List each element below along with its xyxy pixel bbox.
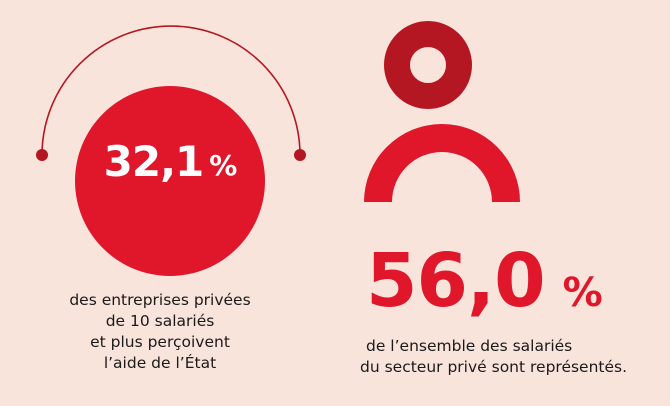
left-caption-line: des entreprises privées [69, 291, 251, 309]
left-caption-line: l’aide de l’État [103, 354, 217, 372]
left-stat-value: 32,1 % [75, 86, 265, 236]
right-stat-caption: de l’ensemble des salariés du secteur pr… [360, 336, 660, 378]
stat-circle [75, 86, 265, 276]
right-stat-value: 56,0% [366, 238, 603, 324]
arc-left-dot [36, 149, 48, 161]
left-caption-line: et plus perçoivent [90, 333, 230, 351]
right-stat-number: 56,0 [366, 238, 546, 324]
left-stat-number: 32,1 [103, 136, 205, 186]
left-caption-line: de 10 salariés [105, 312, 215, 330]
person-icon [364, 124, 520, 202]
left-stat-percent: % [209, 148, 237, 182]
arc-right-dot [294, 149, 306, 161]
left-stat-caption: des entreprises privées de 10 salariés e… [40, 290, 280, 374]
person-icon-head [384, 21, 472, 109]
right-stat-percent: % [562, 270, 603, 316]
right-caption-line: de l’ensemble des salariés [366, 337, 573, 355]
right-caption-line: du secteur privé sont représentés. [360, 358, 628, 376]
person-icon-body [364, 124, 520, 202]
